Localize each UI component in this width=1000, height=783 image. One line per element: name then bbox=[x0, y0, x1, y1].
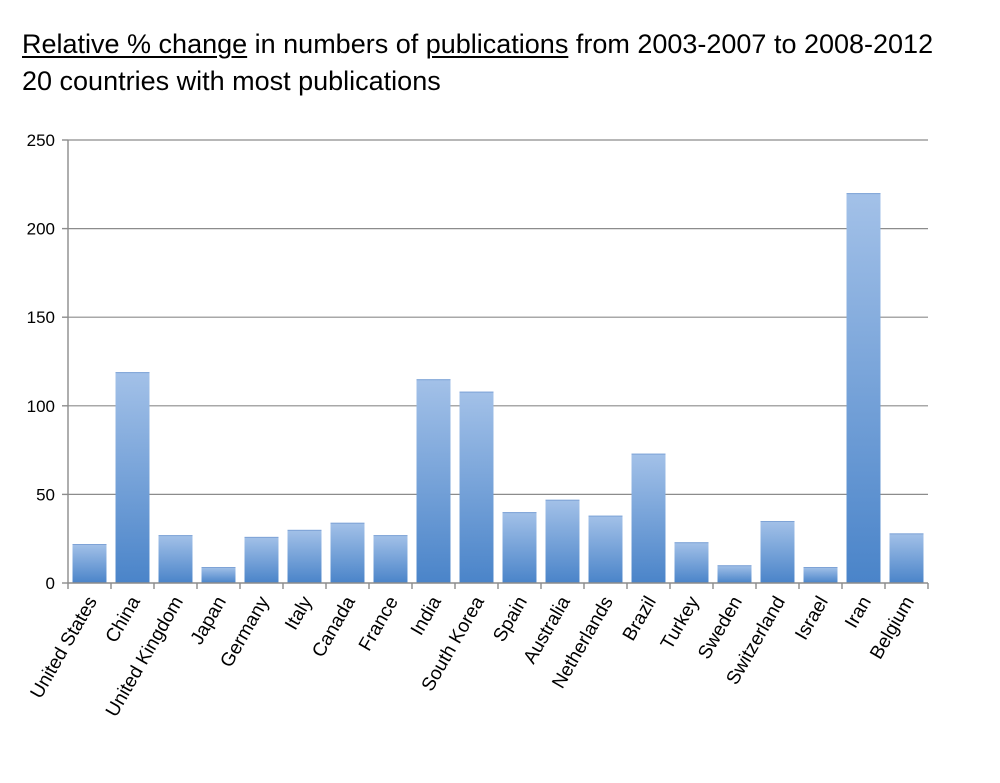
x-tick-label: Iran bbox=[841, 593, 876, 632]
x-tick-label: Israel bbox=[791, 593, 832, 644]
y-tick-label: 150 bbox=[27, 308, 55, 327]
x-tick-label: Turkey bbox=[657, 593, 704, 654]
bar bbox=[158, 535, 193, 583]
bar bbox=[330, 522, 365, 583]
bar bbox=[287, 529, 322, 583]
y-tick-label: 50 bbox=[36, 485, 55, 504]
y-tick-labels: 0 50 100 150 200 250 bbox=[27, 131, 55, 593]
title-part-2: in numbers of bbox=[247, 29, 426, 59]
axes bbox=[62, 139, 929, 589]
x-tick-label: Japan bbox=[187, 593, 231, 648]
bar bbox=[459, 391, 494, 583]
x-tick-label: United States bbox=[27, 593, 102, 702]
y-tick-label: 100 bbox=[27, 397, 55, 416]
bar bbox=[244, 536, 279, 583]
y-tick-label: 200 bbox=[27, 220, 55, 239]
bar bbox=[72, 544, 107, 583]
bar bbox=[760, 520, 795, 583]
x-tick-label: India bbox=[407, 593, 446, 640]
y-tick-label: 0 bbox=[46, 574, 55, 593]
x-tick-label: France bbox=[355, 593, 403, 655]
bar bbox=[115, 372, 150, 583]
bar bbox=[416, 379, 451, 583]
title-part-3: publications bbox=[425, 29, 569, 59]
x-tick-label: Italy bbox=[281, 593, 317, 634]
bar bbox=[889, 533, 924, 583]
bar bbox=[674, 542, 709, 583]
bar bbox=[717, 565, 752, 583]
bar bbox=[803, 567, 838, 583]
bars bbox=[72, 193, 924, 583]
bar bbox=[201, 567, 236, 583]
title-part-4: from 2003-2007 to 2008-2012 bbox=[568, 29, 934, 59]
bar bbox=[373, 535, 408, 583]
y-tick-label: 250 bbox=[27, 131, 55, 150]
x-tick-label: Canada bbox=[308, 593, 360, 662]
bar bbox=[631, 453, 666, 583]
bar bbox=[846, 193, 881, 583]
bar bbox=[545, 499, 580, 583]
chart-title: Relative % change in numbers of publicat… bbox=[22, 26, 933, 100]
title-line: Relative % change in numbers of publicat… bbox=[22, 26, 933, 63]
x-tick-label: Spain bbox=[489, 593, 531, 646]
gridlines bbox=[68, 139, 928, 495]
x-tick-label: Brazil bbox=[619, 593, 661, 645]
bar bbox=[588, 515, 623, 583]
bar bbox=[502, 512, 537, 583]
x-tick-label: China bbox=[102, 593, 145, 647]
title-part-1: Relative % change bbox=[22, 29, 248, 59]
chart-subtitle: 20 countries with most publications bbox=[22, 66, 441, 96]
